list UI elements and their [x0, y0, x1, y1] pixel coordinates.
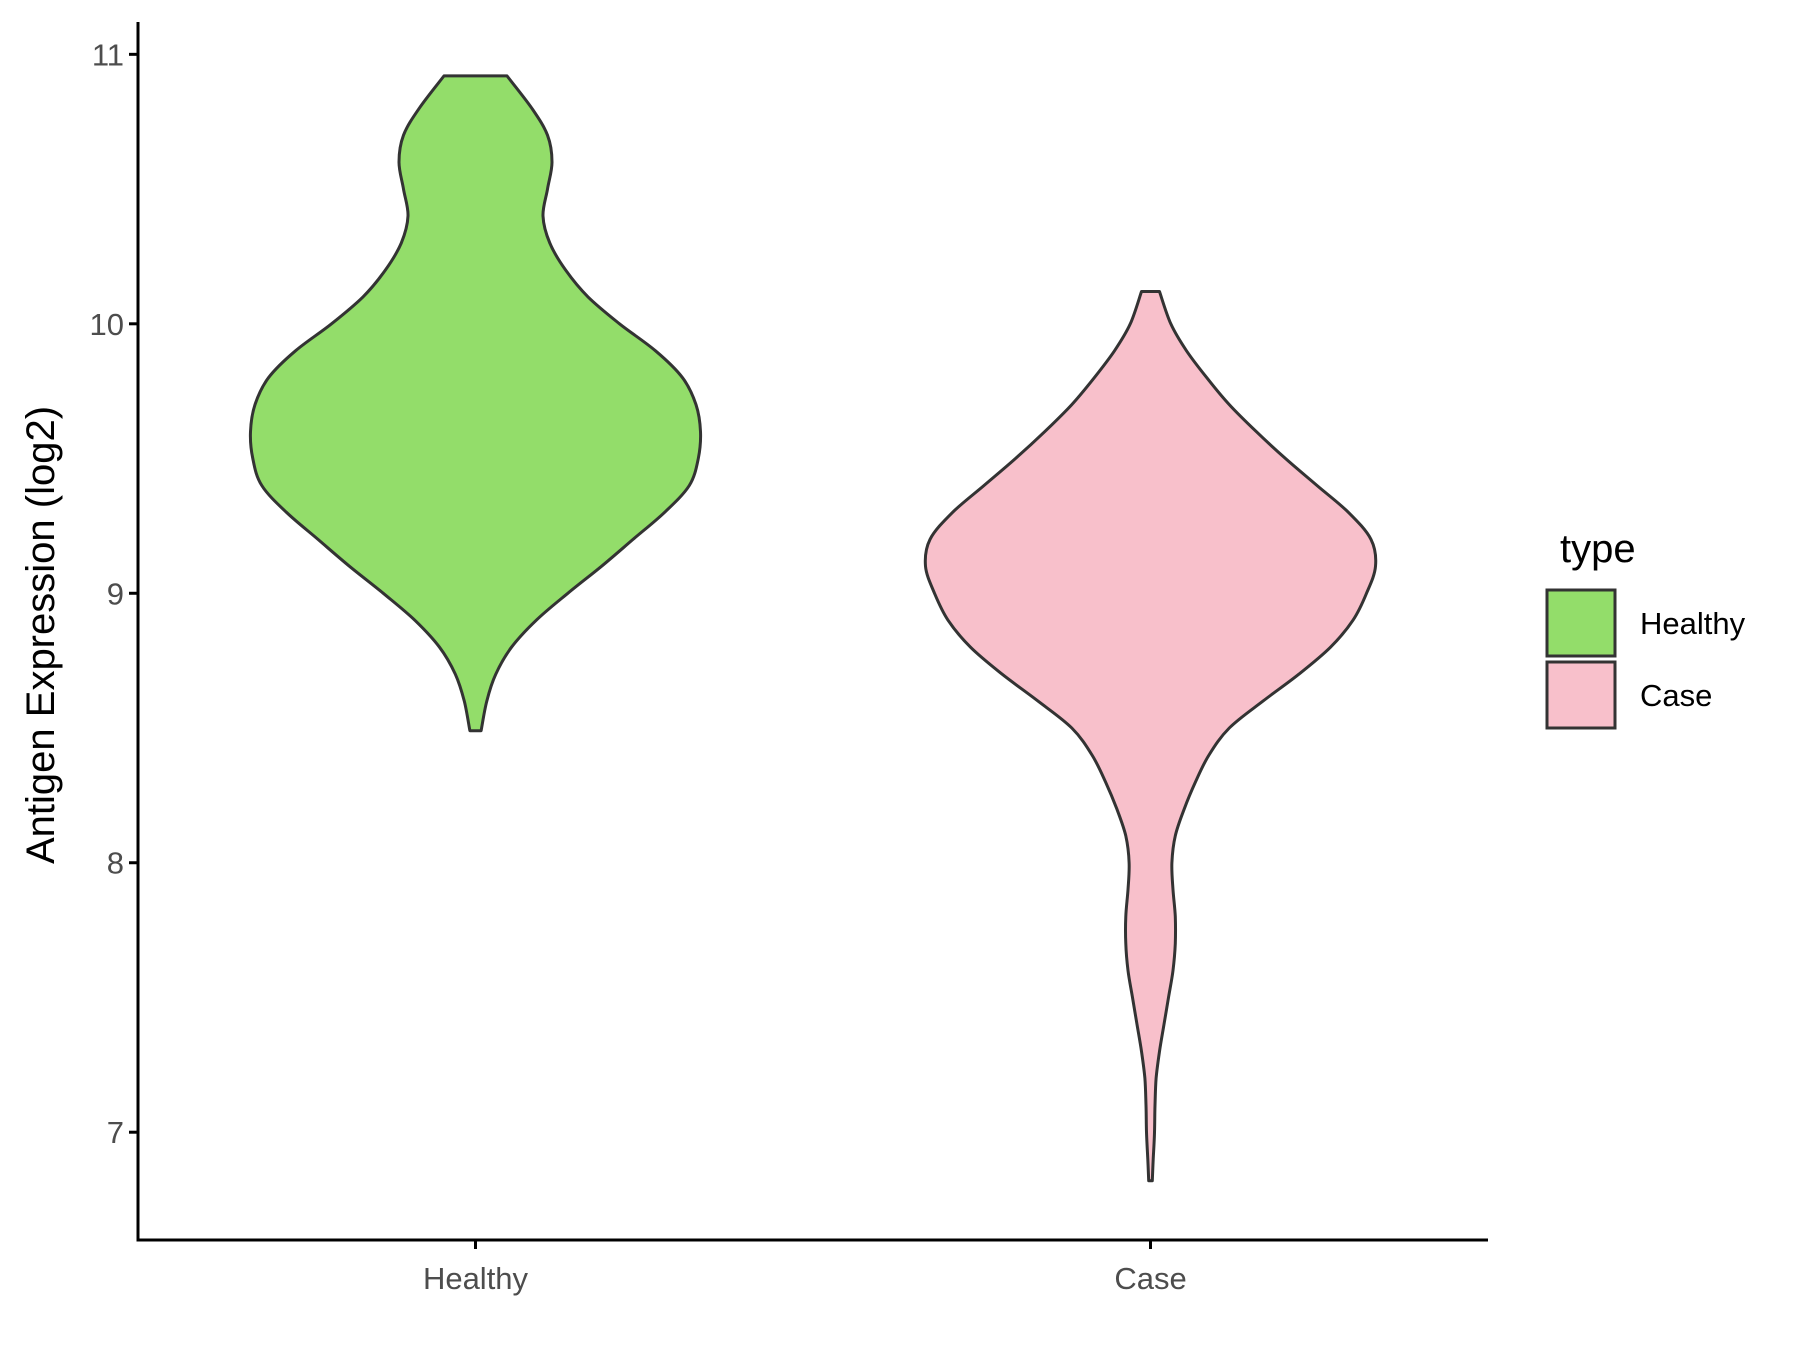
- legend-key-healthy: [1545, 588, 1617, 658]
- violin-case: [923, 290, 1378, 1183]
- y-tick-label: 7: [107, 1115, 124, 1150]
- x-tick-label: Healthy: [423, 1261, 529, 1296]
- y-axis: 7 8 9 10 11: [90, 22, 140, 1240]
- y-tick-label: 8: [107, 846, 124, 881]
- x-tick-label: Case: [1114, 1261, 1186, 1296]
- legend-title: type: [1560, 527, 1636, 571]
- legend-items: Healthy Case: [1545, 588, 1746, 730]
- x-axis: Healthy Case: [136, 1238, 1488, 1296]
- legend-label-healthy: Healthy: [1640, 606, 1746, 641]
- legend-key-case: [1545, 660, 1617, 730]
- legend-label-case: Case: [1640, 678, 1712, 713]
- legend: type Healthy Case: [1545, 527, 1746, 730]
- y-axis-title: Antigen Expression (log2): [19, 406, 63, 864]
- x-ticks: Healthy Case: [423, 1240, 1187, 1296]
- violin-layer: [248, 74, 1378, 1183]
- violin-healthy: [248, 74, 703, 733]
- y-ticks: 7 8 9 10 11: [90, 37, 138, 1150]
- y-tick-label: 9: [107, 576, 124, 611]
- y-tick-label: 11: [92, 37, 124, 72]
- y-tick-label: 10: [90, 307, 124, 342]
